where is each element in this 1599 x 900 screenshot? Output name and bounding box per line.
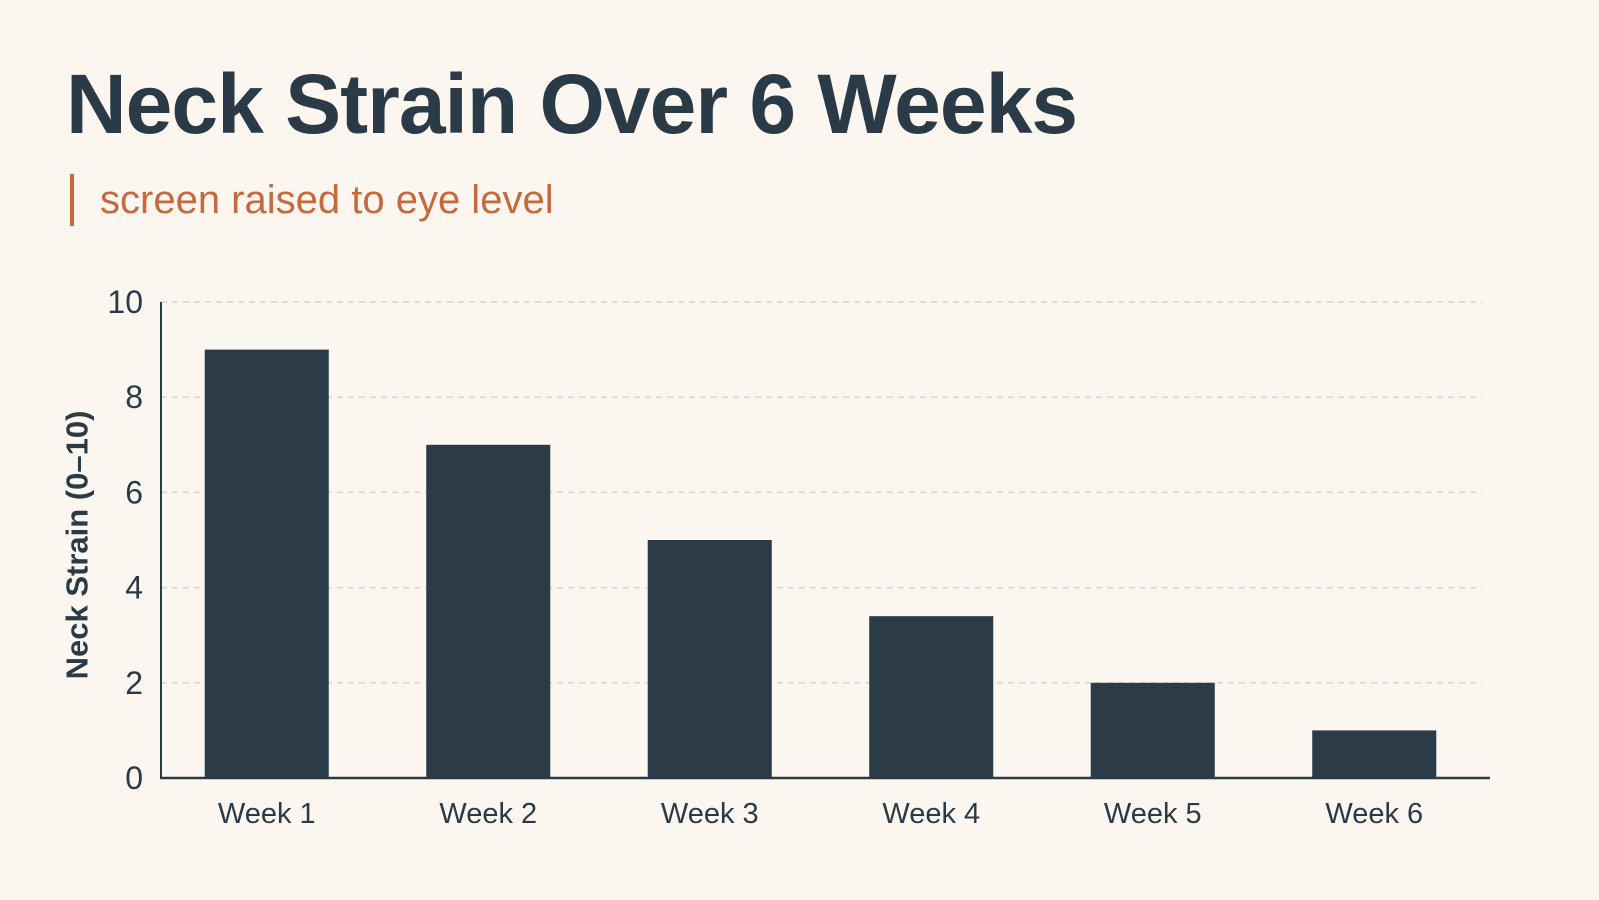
x-tick-labels: Week 1 Week 2 Week 3 Week 4 Week 5 Week 6 <box>218 798 1423 830</box>
bar-5 <box>1090 682 1215 778</box>
chart-title: Neck Strain Over 6 Weeks <box>66 57 1078 151</box>
bar-2 <box>426 444 551 778</box>
x-tick-label: Week 5 <box>1104 798 1202 830</box>
bar-1 <box>204 349 329 778</box>
gridlines <box>161 301 1482 684</box>
x-tick-label: Week 2 <box>439 798 537 830</box>
x-tick-label: Week 3 <box>661 798 759 830</box>
axes <box>160 302 1490 780</box>
y-tick-label: 8 <box>125 379 143 415</box>
y-tick-labels: 0 2 4 6 8 10 <box>107 284 143 796</box>
y-tick-label: 0 <box>125 760 143 796</box>
x-tick-label: Week 6 <box>1325 798 1423 830</box>
subtitle-accent-bar <box>70 174 74 226</box>
bar-4 <box>869 616 994 778</box>
x-tick-label: Week 1 <box>218 798 316 830</box>
chart-subtitle: screen raised to eye level <box>100 177 554 222</box>
subtitle-row: screen raised to eye level <box>70 174 554 226</box>
y-tick-label: 2 <box>125 665 143 701</box>
x-tick-label: Week 4 <box>882 798 980 830</box>
bar-3 <box>647 540 772 778</box>
y-tick-label: 6 <box>125 474 143 510</box>
bar-6 <box>1312 730 1437 778</box>
y-tick-label: 10 <box>107 284 143 320</box>
y-axis-label: Neck Strain (0–10) <box>60 411 95 680</box>
y-tick-label: 4 <box>125 570 143 606</box>
bars <box>204 349 1437 778</box>
